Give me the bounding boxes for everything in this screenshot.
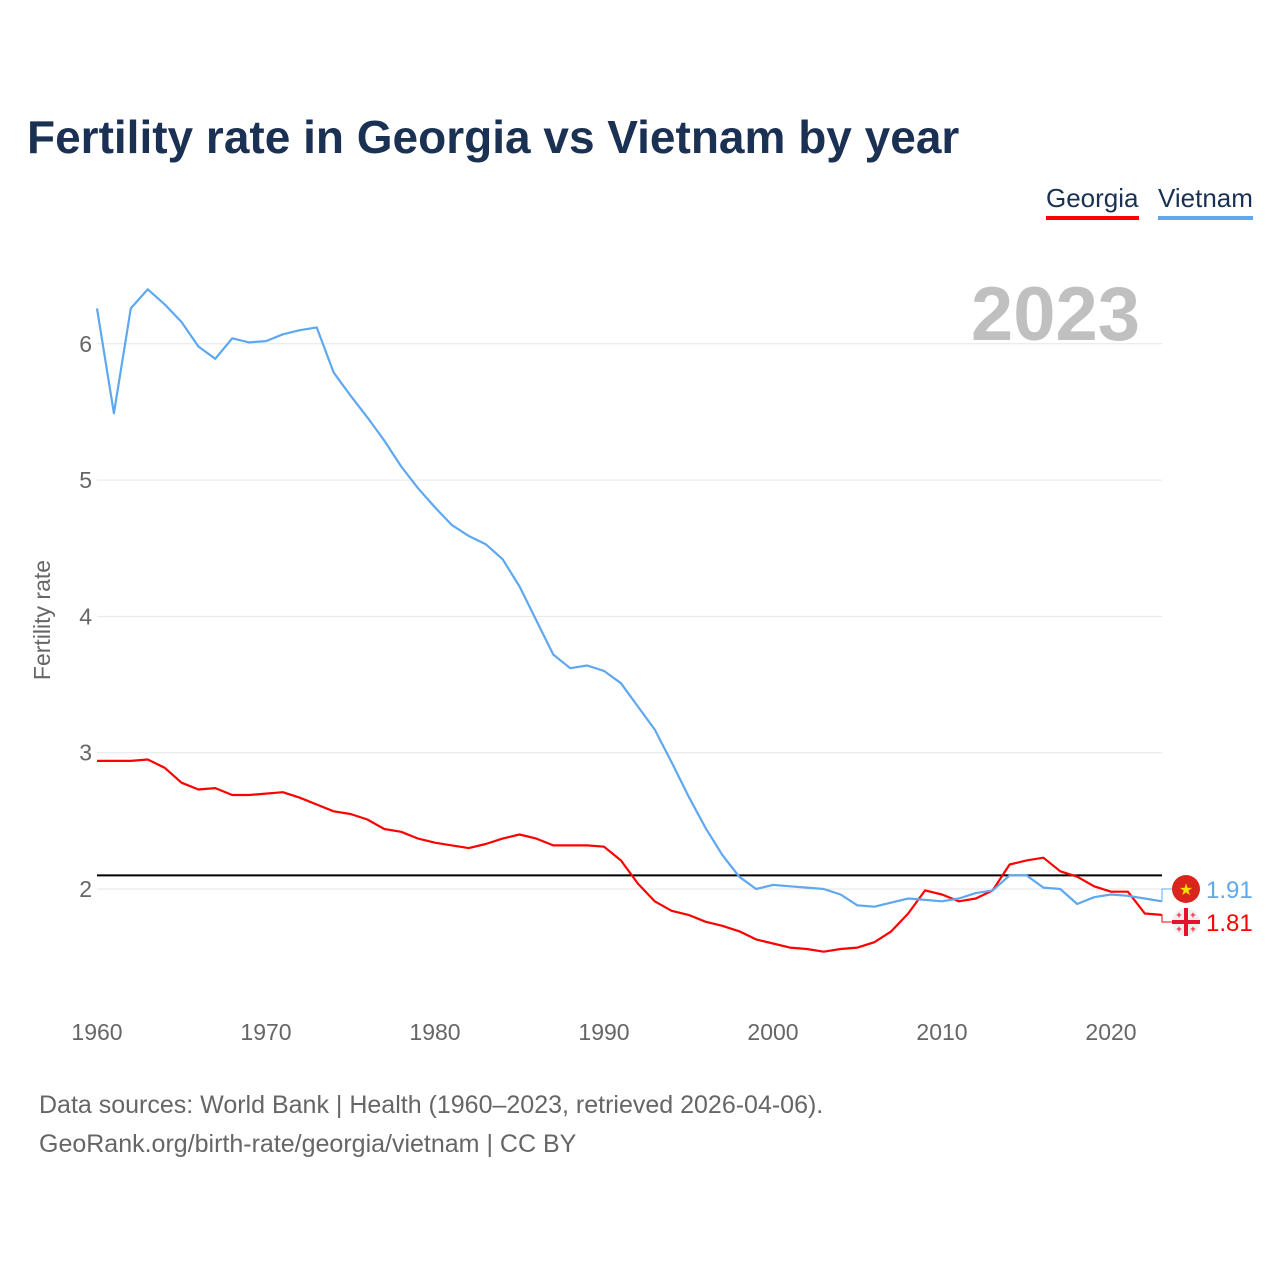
- x-tick-label: 2010: [916, 1019, 967, 1045]
- end-value-label: 1.91: [1206, 877, 1253, 904]
- legend-item-vietnam[interactable]: Vietnam: [1158, 183, 1253, 220]
- small-cross: +: [1190, 924, 1195, 934]
- flag-bg: [1172, 875, 1200, 903]
- chart-title: Fertility rate in Georgia vs Vietnam by …: [27, 111, 960, 163]
- y-axis-label: Fertility rate: [29, 560, 55, 680]
- y-tick-label: 4: [79, 603, 92, 629]
- end-connector: [1161, 888, 1172, 902]
- legend-item-georgia[interactable]: Georgia: [1046, 183, 1139, 220]
- footer: Data sources: World Bank | Health (1960–…: [39, 1086, 823, 1164]
- legend-label: Georgia: [1046, 183, 1139, 213]
- x-tick-label: 2000: [747, 1019, 798, 1045]
- vietnam-flag-icon: ★: [1172, 875, 1200, 903]
- end-value-label: 1.81: [1206, 910, 1253, 937]
- y-tick-label: 6: [79, 331, 92, 357]
- star: ★: [1179, 882, 1193, 899]
- series-line-vietnam: [95, 288, 1162, 908]
- small-cross: +: [1176, 924, 1181, 934]
- x-tick-label: 1980: [409, 1019, 460, 1045]
- legend-swatch: [1158, 216, 1253, 220]
- y-tick-label: 5: [79, 467, 92, 493]
- cross-v: [1184, 908, 1188, 936]
- end-connector: [1161, 914, 1172, 923]
- y-tick-label: 2: [79, 876, 92, 902]
- series-line-georgia: [97, 758, 1162, 953]
- x-tick-label: 1970: [240, 1019, 291, 1045]
- legend-swatch: [1046, 216, 1139, 220]
- georgia-flag-icon: + + + +: [1172, 908, 1200, 936]
- legend-label: Vietnam: [1158, 183, 1253, 213]
- x-tick-label: 1960: [71, 1019, 122, 1045]
- y-tick-label: 3: [79, 740, 92, 766]
- small-cross: +: [1190, 910, 1195, 920]
- year-label: 2023: [971, 272, 1140, 357]
- x-tick-label: 1990: [578, 1019, 629, 1045]
- x-tick-label: 2020: [1085, 1019, 1136, 1045]
- small-cross: +: [1176, 910, 1181, 920]
- footer-link[interactable]: GeoRank.org/birth-rate/georgia/vietnam |…: [39, 1130, 577, 1158]
- footer-sources: Data sources: World Bank | Health (1960–…: [39, 1091, 824, 1119]
